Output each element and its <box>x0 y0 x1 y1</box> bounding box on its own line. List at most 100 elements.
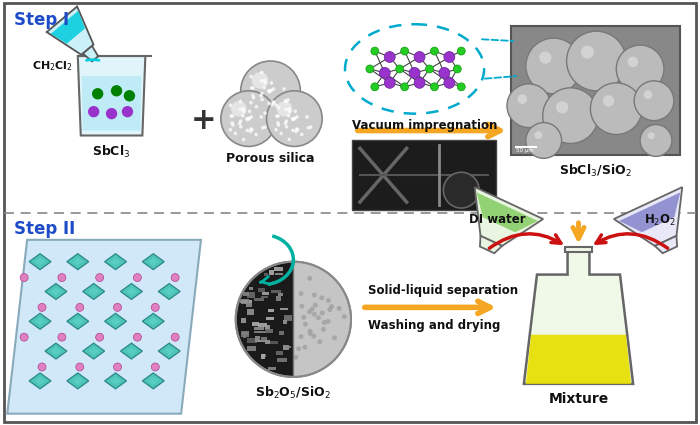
Polygon shape <box>477 193 538 232</box>
Polygon shape <box>45 343 67 359</box>
Circle shape <box>270 81 273 85</box>
Circle shape <box>260 92 264 95</box>
Polygon shape <box>45 283 67 300</box>
Circle shape <box>229 128 232 132</box>
Circle shape <box>122 107 132 116</box>
Circle shape <box>260 79 263 83</box>
Circle shape <box>295 115 299 119</box>
Text: DI water: DI water <box>469 213 525 226</box>
Bar <box>246 309 253 314</box>
Bar <box>276 358 286 362</box>
Circle shape <box>172 333 179 341</box>
Bar <box>269 341 277 344</box>
Circle shape <box>249 127 253 131</box>
Polygon shape <box>104 313 127 329</box>
Bar <box>243 292 249 296</box>
Circle shape <box>241 107 245 111</box>
Circle shape <box>322 320 327 325</box>
Circle shape <box>260 115 263 119</box>
Polygon shape <box>158 283 180 300</box>
Bar <box>275 273 284 275</box>
Circle shape <box>285 119 288 123</box>
Circle shape <box>276 106 280 110</box>
Circle shape <box>299 291 304 296</box>
Polygon shape <box>164 287 175 295</box>
Bar <box>243 333 246 338</box>
Bar <box>266 329 273 333</box>
Bar <box>241 299 249 303</box>
Text: SbCl$_3$: SbCl$_3$ <box>92 144 131 159</box>
Circle shape <box>517 94 527 104</box>
Circle shape <box>249 101 253 105</box>
Bar <box>265 325 270 330</box>
Circle shape <box>248 110 251 113</box>
Text: H$_2$O$_2$: H$_2$O$_2$ <box>644 213 676 228</box>
Circle shape <box>284 100 288 103</box>
Circle shape <box>284 99 287 102</box>
Bar <box>279 332 284 335</box>
Bar <box>265 273 268 276</box>
Circle shape <box>539 51 552 64</box>
Circle shape <box>241 138 245 141</box>
Circle shape <box>111 86 122 96</box>
Circle shape <box>92 89 103 99</box>
Circle shape <box>251 94 255 97</box>
Bar <box>241 332 249 337</box>
Polygon shape <box>82 76 141 130</box>
Circle shape <box>239 119 242 123</box>
Circle shape <box>307 329 312 334</box>
Circle shape <box>414 77 425 88</box>
Bar <box>280 308 288 310</box>
Circle shape <box>634 81 674 121</box>
Circle shape <box>134 333 141 341</box>
Polygon shape <box>142 313 164 329</box>
Circle shape <box>293 116 297 120</box>
Polygon shape <box>475 187 543 246</box>
Circle shape <box>430 83 438 91</box>
Circle shape <box>293 354 298 360</box>
Circle shape <box>236 262 351 377</box>
Bar <box>257 340 265 343</box>
Circle shape <box>231 123 234 127</box>
Polygon shape <box>29 313 51 329</box>
Circle shape <box>259 94 262 98</box>
Bar <box>246 346 256 351</box>
Bar <box>249 300 253 303</box>
Circle shape <box>296 346 301 351</box>
Polygon shape <box>67 373 89 389</box>
Bar <box>252 322 259 326</box>
Circle shape <box>301 315 306 320</box>
Text: Mixture: Mixture <box>548 392 608 406</box>
Circle shape <box>319 295 324 300</box>
Circle shape <box>20 274 28 281</box>
Circle shape <box>317 339 322 344</box>
Circle shape <box>250 86 253 90</box>
Circle shape <box>230 114 235 118</box>
Bar <box>254 331 262 334</box>
Circle shape <box>267 89 270 93</box>
Bar <box>565 247 592 252</box>
Circle shape <box>581 45 594 59</box>
Polygon shape <box>72 317 83 325</box>
Polygon shape <box>480 236 502 253</box>
Circle shape <box>276 101 293 117</box>
Circle shape <box>231 101 246 117</box>
Circle shape <box>326 298 331 303</box>
Circle shape <box>272 101 276 105</box>
Circle shape <box>230 121 234 125</box>
Polygon shape <box>142 373 164 389</box>
Text: Step II: Step II <box>14 220 76 238</box>
Bar <box>241 300 248 303</box>
Circle shape <box>329 304 334 309</box>
Circle shape <box>38 363 46 371</box>
Circle shape <box>590 83 642 135</box>
Circle shape <box>272 87 275 91</box>
Circle shape <box>272 100 275 104</box>
Circle shape <box>371 83 379 91</box>
Circle shape <box>628 57 638 67</box>
Polygon shape <box>126 287 137 295</box>
Bar <box>258 323 267 327</box>
Circle shape <box>220 91 276 147</box>
Circle shape <box>245 117 248 120</box>
Polygon shape <box>88 287 99 295</box>
